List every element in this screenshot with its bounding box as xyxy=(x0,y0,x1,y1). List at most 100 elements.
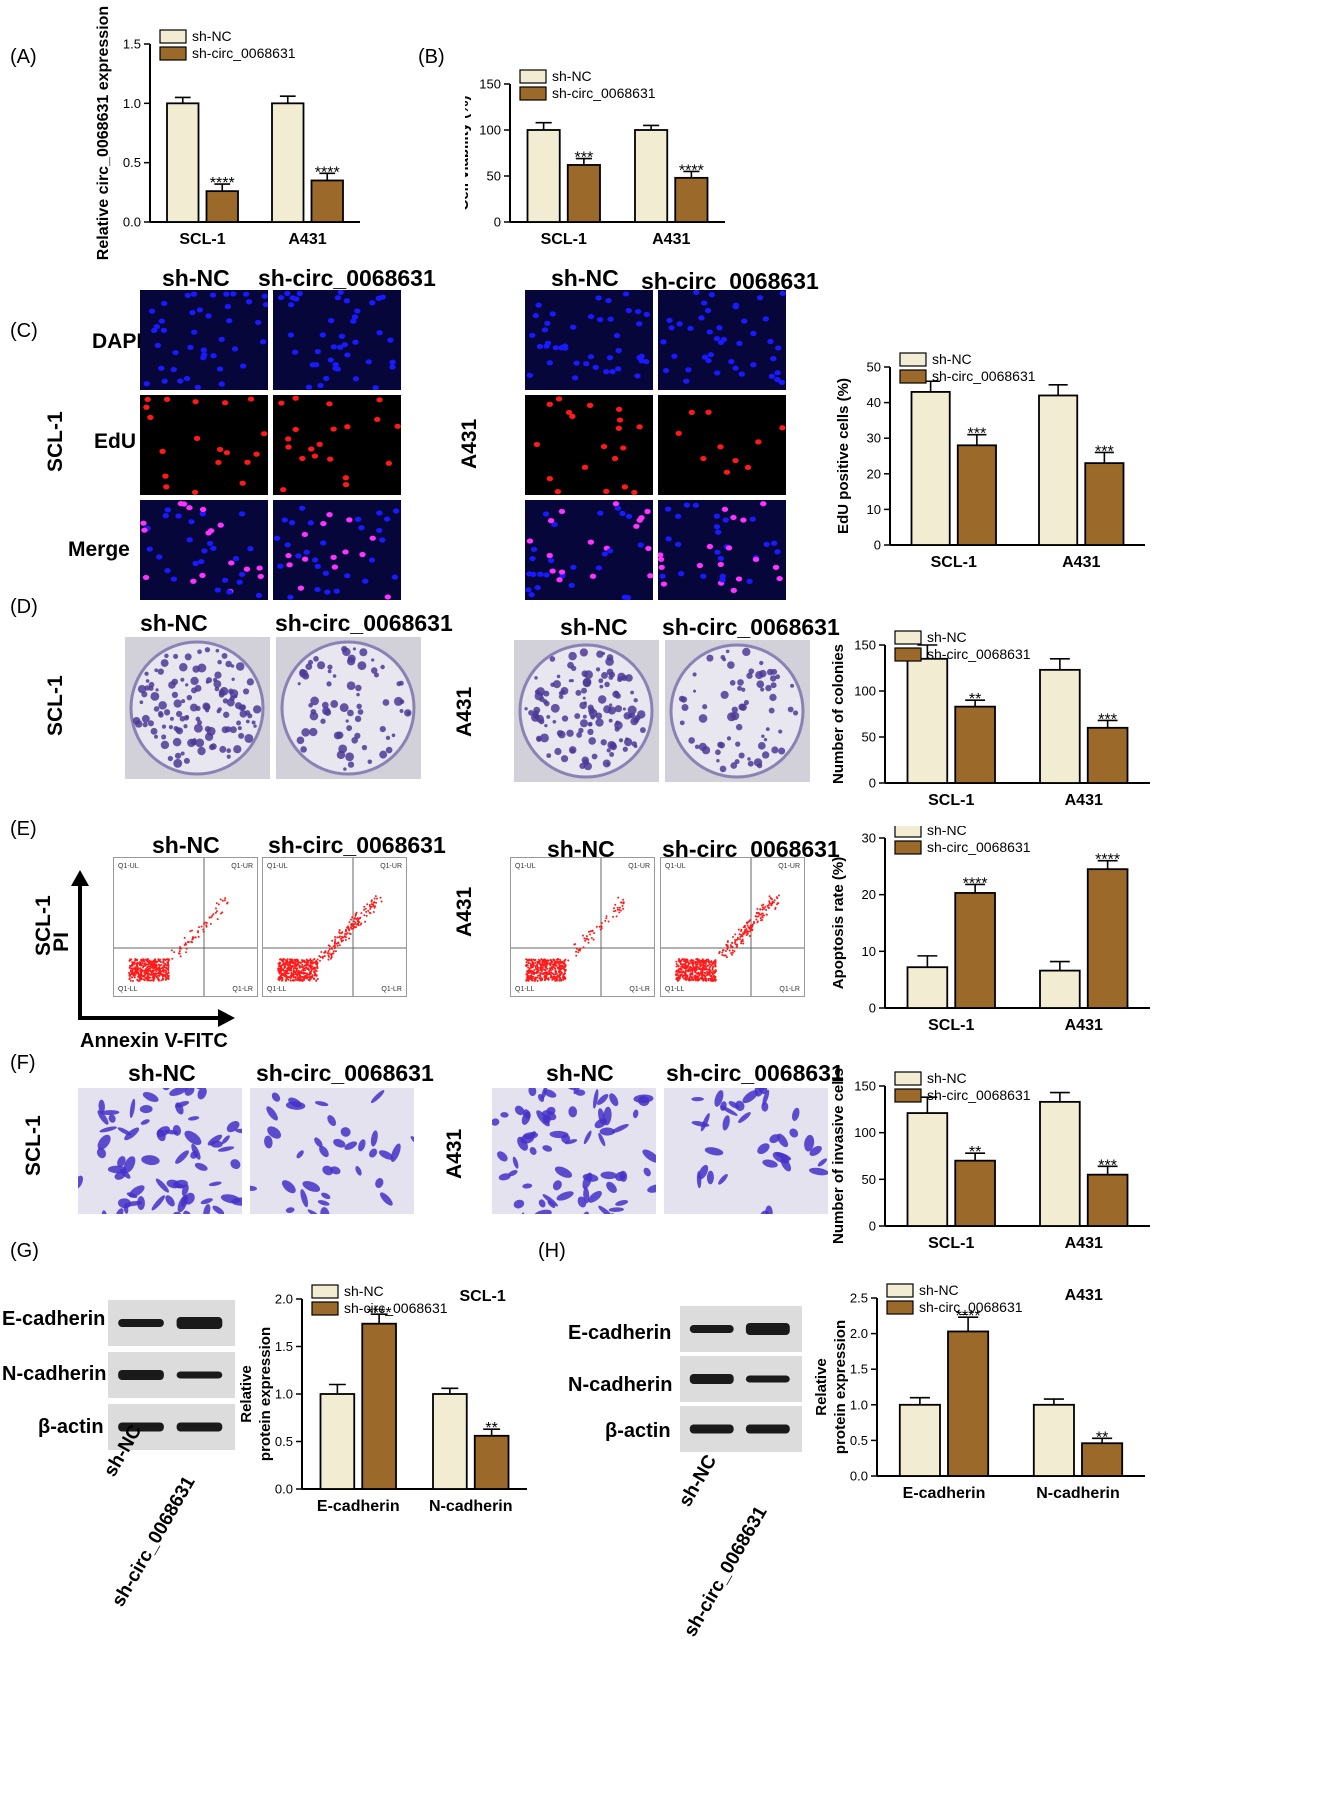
y-tick-label: 40 xyxy=(867,395,881,410)
x-tick-label: SCL-1 xyxy=(541,231,587,248)
svg-text:Q1-LR: Q1-LR xyxy=(232,986,253,993)
significance-label: *** xyxy=(1098,1157,1117,1174)
h-blot-label-ecad: E-cadherin xyxy=(568,1322,672,1344)
x-tick-label: A431 xyxy=(1065,1017,1103,1034)
legend-label: sh-NC xyxy=(932,351,972,367)
c-cell-label-scl1: SCL-1 xyxy=(44,411,67,472)
svg-text:Q1-LR: Q1-LR xyxy=(779,986,800,993)
flow-y-axis-label: PI xyxy=(49,932,73,952)
y-axis-label: EdU positive cells (%) xyxy=(835,378,852,534)
bar-c-sh-circ-0 xyxy=(956,444,997,546)
y-axis-label: Cell viability (%) xyxy=(465,95,472,210)
y-tick-label: 30 xyxy=(867,431,881,446)
legend-swatch xyxy=(886,1300,914,1315)
legend-label: sh-circ_0068631 xyxy=(927,1087,1031,1103)
significance-label: ** xyxy=(1096,1429,1108,1446)
significance-label: **** xyxy=(210,175,235,192)
svg-text:Q1-LL: Q1-LL xyxy=(665,986,685,993)
legend-swatch xyxy=(894,630,922,645)
x-tick-label: SCL-1 xyxy=(928,792,974,809)
bar-c-sh-nc-0 xyxy=(910,391,951,546)
y-tick-label: 10 xyxy=(867,502,881,517)
y-axis-label: Number of colonies xyxy=(830,644,847,784)
bar-f-sh-nc-0 xyxy=(906,1112,949,1227)
y-tick-label: 20 xyxy=(867,466,881,481)
y-tick-label: 0 xyxy=(874,538,881,553)
bar-d-sh-circ-0 xyxy=(954,705,996,784)
image-colony-scl1-sh-nc xyxy=(125,637,270,779)
image-merge-scl1-sh-nc xyxy=(140,500,268,600)
significance-label: **** xyxy=(367,1305,392,1322)
y-tick-label: 0 xyxy=(869,776,876,791)
f-cell-label-scl1: SCL-1 xyxy=(22,1115,45,1176)
bar-g-sh-nc-1 xyxy=(432,1393,468,1490)
y-tick-label: 1.0 xyxy=(275,1387,293,1402)
x-tick-label: N-cadherin xyxy=(429,1498,513,1515)
e-header-sh-nc-scl1: sh-NC xyxy=(152,832,220,858)
c-header-sh-circ-scl1: sh-circ_0068631 xyxy=(258,265,436,291)
bar-h-sh-circ-0 xyxy=(947,1330,990,1477)
legend-swatch xyxy=(894,647,922,662)
h-blot-label-actin: β-actin xyxy=(605,1420,671,1442)
bar-e-sh-circ-1 xyxy=(1086,868,1129,1009)
svg-text:Q1-UR: Q1-UR xyxy=(628,863,650,870)
f-header-sh-circ-a431: sh-circ_0068631 xyxy=(666,1060,844,1086)
bar-c-sh-circ-1 xyxy=(1084,462,1125,546)
bar-d-sh-circ-1 xyxy=(1086,726,1129,784)
flow-plot-a431-sh-circ: Q1-UL Q1-UR Q1-LL Q1-LR xyxy=(660,857,805,997)
significance-label: *** xyxy=(968,426,987,443)
svg-text:Q1-UR: Q1-UR xyxy=(778,863,800,870)
x-tick-label: A431 xyxy=(652,231,690,248)
h-blot-label-ncad: N-cadherin xyxy=(568,1374,673,1396)
legend-label: sh-NC xyxy=(927,1070,967,1086)
image-colony-a431-sh-nc xyxy=(514,640,659,782)
significance-label: **** xyxy=(679,162,704,179)
chart-d: 0 50 100 150 Number of colonies ** SCL-1 *** A43… xyxy=(830,629,1150,809)
legend-label: sh-NC xyxy=(927,629,967,645)
legend-label: sh-circ_0068631 xyxy=(192,45,296,61)
f-header-sh-nc-scl1: sh-NC xyxy=(128,1060,196,1086)
g-blot-label-ncad: N-cadherin xyxy=(2,1363,107,1385)
bar-f-sh-nc-1 xyxy=(1039,1100,1081,1227)
svg-text:Q1-LL: Q1-LL xyxy=(515,986,535,993)
c-row-merge: Merge xyxy=(68,538,130,561)
legend-swatch xyxy=(311,1284,339,1299)
legend-label: sh-NC xyxy=(927,826,967,838)
y-tick-label: 0 xyxy=(869,1219,876,1234)
chart-e: 0 10 20 30 Apoptosis rate (%) **** SCL-1 **** A4… xyxy=(830,826,1150,1034)
image-invasion-a431-sh-nc xyxy=(491,1062,680,1247)
y-tick-label: 100 xyxy=(479,123,501,138)
bar-a-sh-nc-1 xyxy=(271,102,305,223)
e-cell-label-a431: A431 xyxy=(453,886,476,937)
d-cell-label-a431: A431 xyxy=(453,686,476,737)
d-header-sh-circ-a431: sh-circ_0068631 xyxy=(662,614,840,640)
y-tick-label: 100 xyxy=(854,684,876,699)
significance-label: ** xyxy=(969,1144,981,1161)
y-tick-label: 0.5 xyxy=(850,1433,868,1448)
panel-label-g: (G) xyxy=(10,1240,39,1262)
chart-title: A431 xyxy=(1065,1287,1103,1304)
svg-text:Q1-UL: Q1-UL xyxy=(665,863,686,870)
image-merge-a431-sh-nc xyxy=(525,500,654,601)
image-dapi-a431-sh-nc xyxy=(525,290,653,390)
x-tick-label: E-cadherin xyxy=(903,1485,986,1502)
blot-h-actin xyxy=(680,1406,802,1452)
d-header-sh-nc-scl1: sh-NC xyxy=(140,610,208,636)
y-tick-label: 1.5 xyxy=(123,37,141,52)
y-axis-label: Number of invasive cells xyxy=(830,1068,847,1244)
legend-label: sh-NC xyxy=(919,1282,959,1298)
flow-plot-scl1-sh-circ: Q1-UL Q1-UR Q1-LL Q1-LR xyxy=(262,857,407,997)
y-tick-label: 20 xyxy=(862,887,876,902)
d-header-sh-nc-a431: sh-NC xyxy=(560,614,628,640)
bar-e-sh-nc-1 xyxy=(1039,969,1081,1009)
y-tick-label: 0.0 xyxy=(850,1469,868,1484)
flow-x-axis-label: Annexin V-FITC xyxy=(80,1030,228,1052)
svg-text:Q1-LL: Q1-LL xyxy=(118,986,138,993)
y-tick-label: 150 xyxy=(479,77,501,92)
blot-g-actin xyxy=(108,1404,235,1450)
panel-label-h: (H) xyxy=(538,1240,566,1262)
image-edu-a431-sh-circ xyxy=(658,395,786,495)
legend-label: sh-NC xyxy=(344,1283,384,1299)
legend-label: sh-circ_0068631 xyxy=(927,646,1031,662)
chart-g: 0.0 0.5 1.0 1.5 2.0 Relative protein expressio… xyxy=(240,1283,527,1515)
